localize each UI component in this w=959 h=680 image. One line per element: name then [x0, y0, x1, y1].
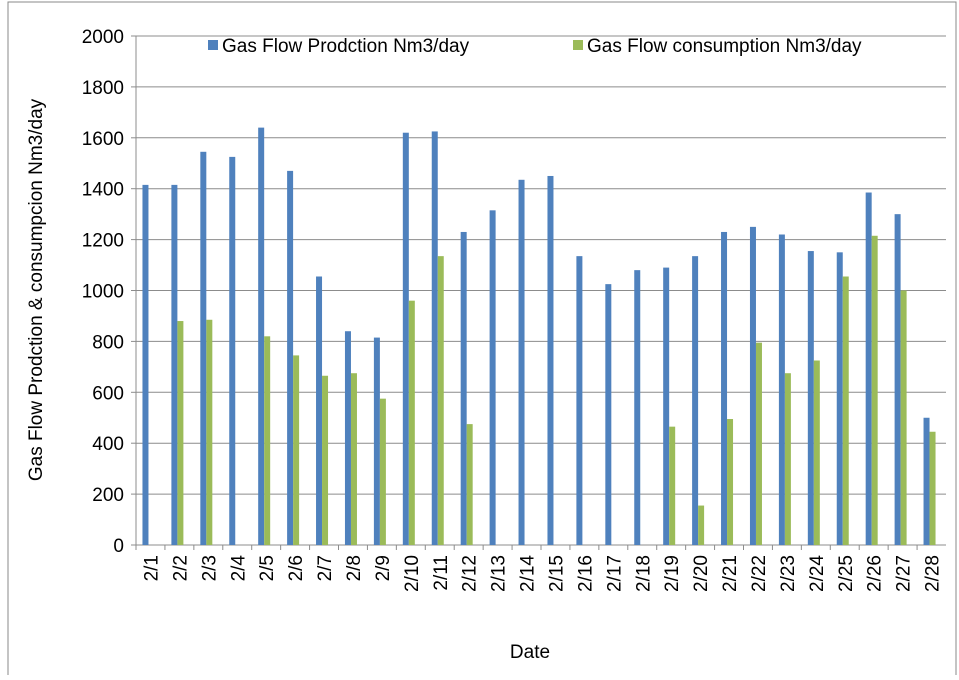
legend-swatch [573, 40, 583, 50]
bar [229, 156, 236, 545]
y-tick-label: 0 [113, 536, 124, 557]
bar [813, 360, 820, 545]
bar [287, 170, 294, 545]
bar [200, 151, 207, 546]
bar [871, 235, 878, 545]
bar [698, 505, 705, 545]
bar [784, 373, 791, 545]
bar [316, 276, 323, 545]
bar [466, 424, 473, 545]
y-tick-label: 1200 [82, 231, 124, 252]
bar [171, 184, 178, 545]
x-tick-label: 2/8 [344, 555, 365, 581]
bar [721, 231, 728, 545]
x-tick-label: 2/17 [604, 555, 625, 592]
bar [923, 417, 930, 545]
y-tick-label: 1600 [82, 129, 124, 150]
x-tick-label: 2/11 [431, 555, 452, 591]
bar [322, 375, 329, 545]
bar [663, 267, 670, 545]
y-tick-label: 1000 [82, 282, 124, 303]
bar [408, 300, 415, 545]
x-tick-label: 2/6 [286, 555, 307, 581]
y-tick-label: 1800 [82, 78, 124, 99]
x-tick-label: 2/10 [402, 555, 423, 592]
bar [489, 210, 496, 545]
x-tick-label: 2/16 [575, 555, 596, 592]
bar [900, 290, 907, 545]
x-tick-label: 2/25 [836, 555, 857, 592]
legend-label: Gas Flow consumption Nm3/day [587, 36, 862, 57]
bar [293, 355, 300, 545]
y-axis-title: Gas Flow Prodction & consumpcion Nm3/day [26, 98, 47, 481]
bar [669, 426, 676, 545]
bar [431, 131, 438, 545]
bar [206, 319, 213, 545]
x-tick-label: 2/21 [720, 555, 741, 592]
bar [755, 342, 762, 545]
bar [865, 192, 872, 545]
x-tick-label: 2/7 [315, 555, 336, 581]
bar [437, 256, 444, 545]
x-tick-label: 2/13 [489, 555, 510, 592]
bar [634, 270, 641, 545]
chart-border [7, 1, 957, 680]
x-axis-title: Date [510, 642, 550, 663]
x-tick-label: 2/27 [894, 555, 915, 592]
bar [264, 336, 271, 545]
x-tick-label: 2/12 [460, 555, 481, 592]
bar [379, 398, 386, 545]
x-tick-label: 2/20 [691, 555, 712, 592]
y-tick-label: 800 [92, 332, 124, 353]
x-tick-label: 2/3 [199, 555, 220, 581]
bar [727, 419, 734, 545]
bar [402, 132, 409, 545]
legend-swatch [208, 40, 218, 50]
bar [929, 431, 936, 545]
bar [605, 284, 612, 545]
x-tick-label: 2/9 [373, 555, 394, 581]
x-tick-label: 2/24 [807, 555, 828, 592]
bar [142, 184, 149, 545]
x-tick-label: 2/28 [923, 555, 944, 592]
x-tick-label: 2/4 [228, 555, 249, 582]
x-tick-label: 2/15 [546, 555, 567, 592]
legend-label: Gas Flow Prodction Nm3/day [222, 36, 470, 57]
bar [576, 256, 583, 545]
x-tick-label: 2/2 [170, 555, 191, 581]
bar [842, 276, 849, 545]
bar [836, 252, 843, 545]
bar [518, 179, 525, 546]
bar [692, 256, 699, 545]
bar [778, 234, 785, 545]
bar [373, 337, 380, 545]
x-tick-label: 2/19 [662, 555, 683, 592]
x-tick-label: 2/14 [518, 555, 539, 592]
bar [350, 373, 357, 545]
y-tick-label: 200 [92, 485, 124, 506]
y-tick-label: 600 [92, 383, 124, 404]
x-tick-label: 2/23 [778, 555, 799, 592]
bar [894, 214, 901, 545]
bar [177, 321, 184, 545]
y-tick-label: 1400 [82, 180, 124, 201]
x-tick-label: 2/5 [257, 555, 278, 581]
y-tick-label: 2000 [82, 27, 124, 48]
bar [807, 251, 814, 546]
x-tick-label: 2/22 [749, 555, 770, 592]
y-tick-label: 400 [92, 434, 124, 455]
x-tick-label: 2/1 [141, 555, 162, 581]
bar [258, 127, 265, 546]
bar [547, 175, 554, 545]
bar [344, 331, 351, 545]
bar [460, 231, 467, 545]
x-tick-label: 2/26 [865, 555, 886, 592]
bar [749, 226, 756, 545]
x-tick-label: 2/18 [633, 555, 654, 592]
